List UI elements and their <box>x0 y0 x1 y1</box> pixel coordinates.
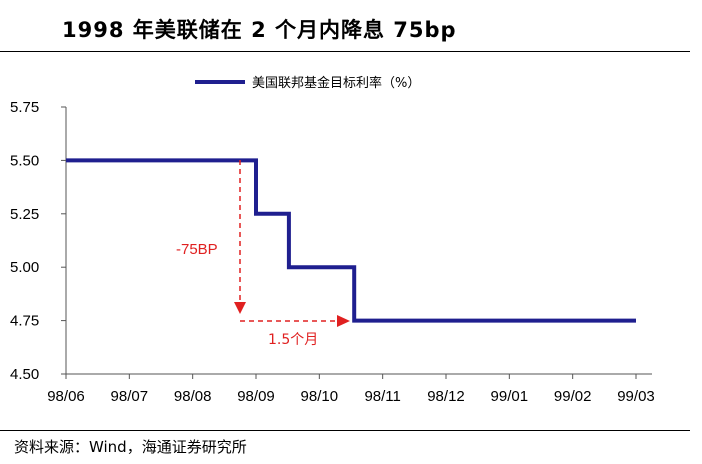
y-tick-label: 5.25 <box>10 206 39 223</box>
y-tick-label: 5.00 <box>10 259 39 276</box>
x-tick-label: 98/12 <box>427 388 465 405</box>
duration-arrowhead <box>337 315 350 327</box>
duration-annotation: 1.5个月 <box>268 332 318 348</box>
y-tick-label: 4.50 <box>10 366 39 383</box>
x-tick-label: 98/11 <box>364 388 400 405</box>
legend-label: 美国联邦基金目标利率（%） <box>252 75 420 91</box>
x-tick-label: 99/01 <box>491 388 529 405</box>
x-tick-label: 98/07 <box>111 388 149 405</box>
y-tick-group: 5.75 5.50 5.25 5.00 4.75 4.50 <box>10 99 66 383</box>
x-tick-group: 98/06 98/07 98/08 98/09 98/10 98/11 98/12 99/01… <box>47 374 655 405</box>
x-tick-label: 99/02 <box>554 388 592 405</box>
chart-title: 1998 年美联储在 2 个月内降息 75bp <box>62 18 457 42</box>
data-source: 资料来源：Wind，海通证券研究所 <box>14 438 247 456</box>
y-tick-label: 5.75 <box>10 99 39 116</box>
title-divider <box>0 51 690 52</box>
y-tick-label: 5.50 <box>10 152 39 169</box>
x-tick-label: 98/06 <box>47 388 85 405</box>
drop-arrowhead <box>234 302 246 314</box>
y-tick-label: 4.75 <box>10 313 39 330</box>
drop-annotation: -75BP <box>176 241 218 258</box>
source-divider <box>0 430 690 431</box>
x-tick-label: 98/10 <box>301 388 339 405</box>
x-tick-label: 99/03 <box>617 388 655 405</box>
fed-funds-rate-line <box>66 158 636 323</box>
x-tick-label: 98/08 <box>174 388 212 405</box>
x-tick-label: 98/09 <box>237 388 275 405</box>
rate-chart: 美国联邦基金目标利率（%） 5.75 5.50 5.25 5.00 4.75 4.50 9… <box>10 75 655 405</box>
